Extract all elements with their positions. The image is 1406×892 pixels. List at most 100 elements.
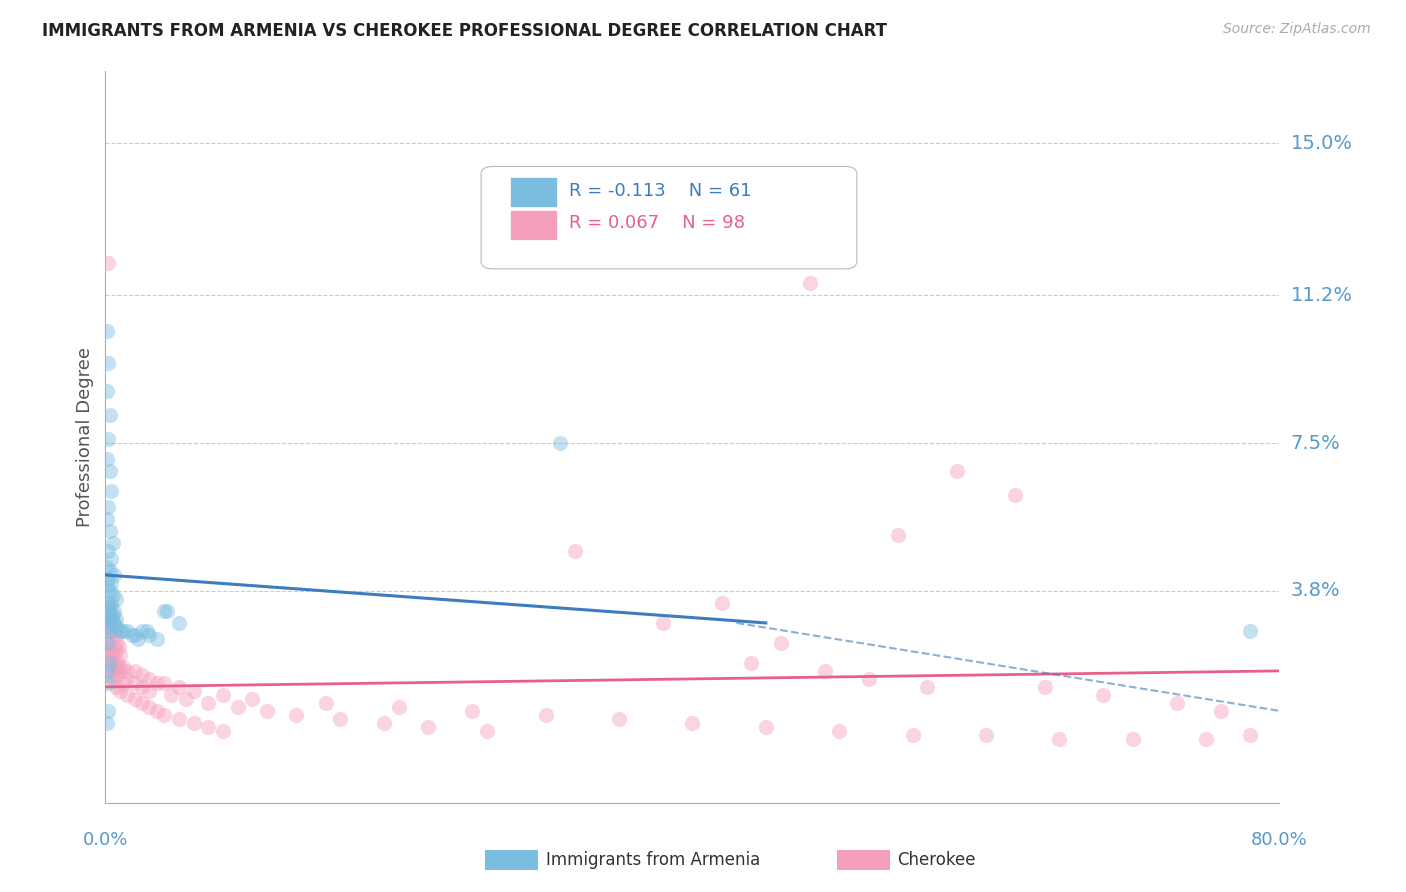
Point [98, 632, 121, 646]
Point [226, 699, 249, 714]
Point [97, 604, 120, 618]
Point [98, 564, 121, 578]
Point [1122, 731, 1144, 746]
Point [96, 604, 118, 618]
Point [117, 664, 139, 678]
Point [104, 660, 127, 674]
Point [96, 324, 118, 338]
Point [710, 596, 733, 610]
Point [107, 640, 129, 654]
Text: 3.8%: 3.8% [1291, 582, 1340, 600]
Point [97, 676, 120, 690]
Point [1209, 704, 1232, 718]
Point [97, 356, 120, 370]
Point [117, 624, 139, 638]
Point [174, 691, 197, 706]
Point [101, 648, 124, 662]
Point [146, 676, 169, 690]
Point [97, 572, 120, 586]
Point [101, 607, 124, 622]
Point [96, 652, 118, 666]
Point [101, 536, 124, 550]
Point [96, 636, 118, 650]
Point [103, 604, 125, 618]
Point [138, 684, 160, 698]
Point [652, 615, 675, 630]
Point [104, 612, 127, 626]
Point [105, 668, 128, 682]
Point [96, 599, 118, 614]
Point [96, 715, 118, 730]
Point [1047, 731, 1070, 746]
Point [105, 656, 128, 670]
Point [146, 704, 169, 718]
Point [103, 624, 125, 638]
Point [101, 664, 124, 678]
Point [98, 612, 121, 626]
Point [100, 615, 122, 630]
Point [1092, 688, 1115, 702]
Text: 80.0%: 80.0% [1251, 830, 1308, 848]
Text: Cherokee: Cherokee [897, 851, 976, 869]
Point [98, 660, 121, 674]
Point [858, 672, 880, 686]
Point [98, 408, 121, 422]
Point [97, 612, 120, 626]
Point [240, 691, 263, 706]
Point [100, 624, 122, 638]
Point [418, 720, 440, 734]
Point [112, 624, 135, 638]
Point [108, 648, 131, 662]
Point [100, 576, 122, 591]
Point [315, 696, 337, 710]
Point [828, 723, 851, 738]
Point [98, 624, 121, 638]
Point [96, 512, 118, 526]
Point [96, 664, 118, 678]
Point [103, 615, 125, 630]
Point [461, 704, 484, 718]
Point [887, 528, 910, 542]
Point [98, 612, 121, 626]
Point [103, 640, 125, 654]
Point [127, 632, 149, 646]
Point [108, 684, 131, 698]
Point [124, 676, 146, 690]
Point [100, 640, 122, 654]
Point [101, 588, 124, 602]
Point [974, 728, 997, 742]
Point [104, 628, 127, 642]
Point [97, 256, 120, 270]
Text: 11.2%: 11.2% [1291, 285, 1353, 305]
Point [138, 672, 160, 686]
Point [211, 723, 233, 738]
Point [1195, 731, 1218, 746]
Point [917, 680, 939, 694]
Point [1033, 680, 1056, 694]
Point [769, 636, 792, 650]
Point [131, 680, 153, 694]
Point [96, 580, 118, 594]
Point [96, 560, 118, 574]
Bar [510, 211, 557, 240]
Point [211, 688, 233, 702]
Point [97, 500, 120, 514]
Text: 15.0%: 15.0% [1291, 134, 1353, 153]
Point [534, 707, 557, 722]
Point [112, 676, 135, 690]
Point [131, 696, 153, 710]
Point [564, 544, 586, 558]
Text: 0.0%: 0.0% [83, 830, 128, 848]
Point [197, 720, 219, 734]
Point [607, 712, 630, 726]
Point [98, 668, 121, 682]
Point [183, 684, 205, 698]
Point [101, 615, 124, 630]
Point [121, 628, 143, 642]
Point [98, 584, 121, 599]
Point [96, 636, 118, 650]
Point [104, 591, 127, 606]
Point [97, 620, 120, 634]
Point [682, 715, 704, 730]
Point [1004, 488, 1026, 502]
